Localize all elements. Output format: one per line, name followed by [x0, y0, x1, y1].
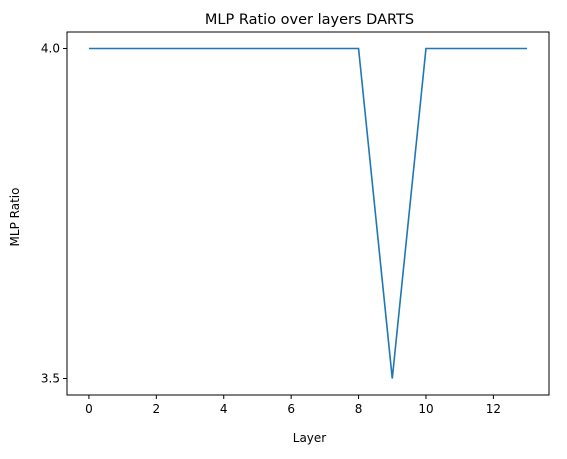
- x-tick-label: 10: [418, 402, 433, 416]
- x-tick-label: 8: [355, 402, 363, 416]
- chart-title: MLP Ratio over layers DARTS: [205, 12, 414, 28]
- x-tick-label: 2: [153, 402, 161, 416]
- x-axis-ticks: 0 2 4 6 8 10 12: [85, 395, 501, 416]
- series-line: [89, 49, 527, 379]
- x-tick-label: 0: [85, 402, 93, 416]
- x-tick-label: 4: [220, 402, 228, 416]
- x-tick-label: 12: [486, 402, 501, 416]
- y-axis-label: MLP Ratio: [8, 188, 22, 247]
- plot-lines: [89, 49, 527, 379]
- x-tick-label: 6: [287, 402, 295, 416]
- x-axis-label: Layer: [293, 431, 327, 445]
- y-tick-label: 3.5: [41, 372, 60, 386]
- plot-frame: [67, 32, 549, 395]
- y-axis-ticks: 3.5 4.0: [41, 42, 67, 386]
- y-tick-label: 4.0: [41, 42, 60, 56]
